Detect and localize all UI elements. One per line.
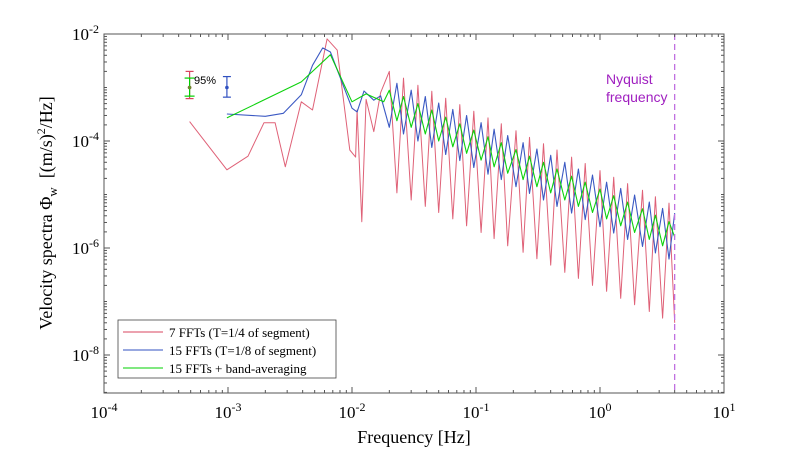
x-tick-label: 10-1 <box>463 400 490 422</box>
y-tick-label: 10-4 <box>72 129 99 151</box>
x-tick-label: 100 <box>589 400 612 422</box>
y-axis-label-unit-sup: 2 <box>34 128 48 134</box>
confidence-bar-3 <box>222 75 231 98</box>
y-axis-label-main: Velocity spectra Φ <box>36 197 56 330</box>
series-line-1 <box>189 38 676 323</box>
y-tick-labels: 10-2 10-4 10-6 10-8 <box>72 22 99 365</box>
x-tick-label: 10-3 <box>215 400 242 422</box>
y-tick-label: 10-8 <box>72 343 99 365</box>
confidence-bars <box>184 70 231 100</box>
x-tick-labels: 10-4 10-3 10-2 10-1 100 101 <box>91 400 736 422</box>
y-axis-label-unit: [(m/s) <box>36 134 57 187</box>
axis-ticks <box>103 34 725 393</box>
legend-item-2: 15 FFTs (T=1/8 of segment) <box>123 343 316 358</box>
confidence-label: 95% <box>194 75 216 87</box>
x-tick-label: 101 <box>713 400 736 422</box>
error-bar-center <box>187 85 192 90</box>
error-bar-center <box>225 85 229 90</box>
y-axis-label: Velocity spectra Φw [(m/s)2/Hz] <box>34 96 60 330</box>
y-axis-label-sub: w <box>45 187 60 197</box>
confidence-bar-2 <box>184 77 195 97</box>
legend-item-1: 7 FFTs (T=1/4 of segment) <box>123 325 310 340</box>
legend-label: 15 FFTs (T=1/8 of segment) <box>169 343 316 358</box>
legend-item-3: 15 FFTs + band-averaging <box>123 361 307 376</box>
nyquist-label-line2: frequency <box>606 89 667 105</box>
legend-label: 15 FFTs + band-averaging <box>169 361 307 376</box>
nyquist-label-line1: Nyquist <box>606 71 653 87</box>
series-line-3 <box>226 54 676 247</box>
y-tick-label: 10-6 <box>72 236 99 258</box>
y-tick-label: 10-2 <box>72 22 99 44</box>
plot-frame <box>103 33 725 394</box>
series-layer <box>189 38 676 323</box>
legend-label: 7 FFTs (T=1/4 of segment) <box>169 325 310 340</box>
legend: 7 FFTs (T=1/4 of segment) 15 FFTs (T=1/8 … <box>117 319 337 379</box>
nyquist-marker: Nyquist frequency <box>606 34 676 393</box>
y-axis-label-unit-end: /Hz] <box>36 96 56 128</box>
x-tick-label: 10-4 <box>91 400 118 422</box>
x-axis-label: Frequency [Hz] <box>357 427 470 447</box>
x-tick-label: 10-2 <box>339 400 366 422</box>
